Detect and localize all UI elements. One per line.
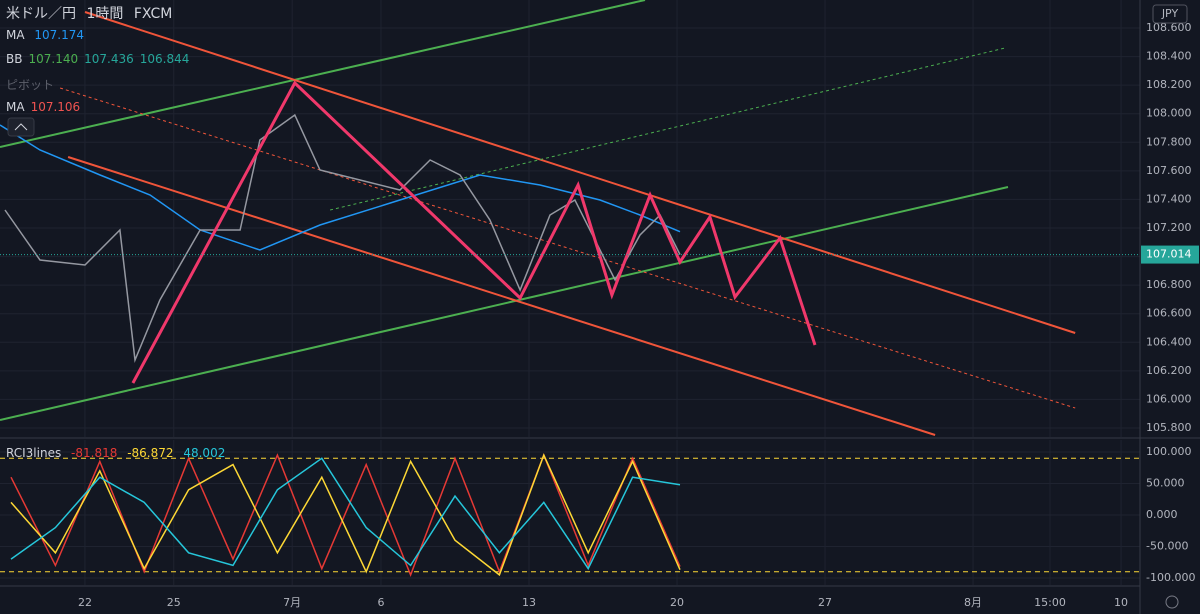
y-tick-label: 107.800 — [1146, 135, 1192, 148]
last-price-label: 107.014 — [1146, 248, 1192, 261]
rci-panel — [0, 440, 1140, 585]
indicator-legend: BB 107.140 107.436 106.844 — [6, 52, 195, 76]
series-line — [10, 457, 681, 571]
legend-value: 107.106 — [30, 100, 81, 114]
collapse-icon — [14, 123, 28, 131]
trend-line — [67, 156, 936, 436]
y-tick-label: 106.000 — [1146, 392, 1192, 405]
y-tick-label: 108.200 — [1146, 78, 1192, 91]
main-panel — [0, 0, 1140, 437]
y-tick-label: 107.400 — [1146, 192, 1192, 205]
y-tick-label: 108.000 — [1146, 107, 1192, 120]
x-tick-label: 6 — [377, 596, 384, 609]
y-tick-label: 107.600 — [1146, 164, 1192, 177]
settings-icon[interactable] — [1165, 595, 1179, 609]
trend-line — [329, 47, 1006, 211]
indicator-legend: MA 107.106 — [6, 100, 195, 124]
rci-legend: RCI3lines -81.818 -86.872 48.002 — [6, 446, 231, 460]
currency-box[interactable] — [1152, 4, 1188, 24]
y-tick-label: 106.600 — [1146, 307, 1192, 320]
interval: 1時間 — [86, 6, 124, 22]
trend-line — [0, 186, 1009, 421]
y-tick-label: 106.200 — [1146, 364, 1192, 377]
x-tick-label: 15:00 — [1034, 596, 1066, 609]
series-line — [10, 453, 681, 577]
series-line — [4, 113, 681, 363]
symbol-header: 米ドル／円 1時間 FXCM — [6, 3, 178, 23]
indicator-legend: ピボット — [6, 76, 195, 100]
legend-value: 107.140 — [28, 52, 79, 66]
axes: 105.800 106.000 106.200 106.400 106.600 106.8… — [78, 21, 1199, 609]
y-tick-label: 107.200 — [1146, 221, 1192, 234]
x-tick-label: 7月 — [283, 596, 301, 609]
legend-name: BB — [6, 52, 23, 66]
trend-line — [84, 11, 1076, 334]
y-tick-label: -50.000 — [1146, 539, 1188, 552]
x-tick-label: 25 — [167, 596, 181, 609]
y-tick-label: 100.000 — [1146, 445, 1192, 458]
legend-value: 107.174 — [34, 28, 85, 42]
legend-name: MA — [6, 28, 25, 42]
symbol: 米ドル／円 — [6, 6, 76, 22]
last-price-box — [1141, 245, 1199, 264]
trend-line — [0, 0, 646, 148]
legend-name: RCI3lines — [6, 446, 62, 460]
legend-value: 106.844 — [139, 52, 190, 66]
y-tick-label: -100.000 — [1146, 571, 1195, 584]
ma-legend: MA 107.174 — [6, 28, 90, 42]
collapse-button[interactable] — [7, 117, 35, 137]
legend-value: -81.818 — [71, 446, 118, 460]
trend-line — [59, 87, 1076, 409]
x-tick-label: 8月 — [964, 596, 982, 609]
legend-name: ピボット — [6, 78, 55, 92]
source: FXCM — [133, 6, 173, 22]
x-tick-label: 27 — [818, 596, 832, 609]
x-tick-label: 10 — [1114, 596, 1128, 609]
y-tick-label: 106.800 — [1146, 278, 1192, 291]
x-tick-label: 22 — [78, 596, 92, 609]
x-tick-label: 13 — [522, 596, 536, 609]
series-line — [10, 453, 681, 577]
x-tick-label: 20 — [670, 596, 684, 609]
legend-value: 107.436 — [84, 52, 134, 66]
legend-value: 48.002 — [183, 446, 226, 460]
y-tick-label: 106.400 — [1146, 335, 1192, 348]
y-tick-label: 50.000 — [1146, 476, 1185, 489]
indicator-legends: BB 107.140 107.436 106.844 ピボット MA 107.106 — [6, 52, 195, 124]
currency: JPY — [1161, 7, 1179, 20]
y-tick-label: 108.600 — [1146, 21, 1192, 34]
series-line — [0, 124, 681, 251]
y-tick-label: 0.000 — [1146, 508, 1178, 521]
legend-name: MA — [6, 100, 25, 114]
y-tick-label: 105.800 — [1146, 421, 1192, 434]
legend-value: -86.872 — [127, 446, 174, 460]
zigzag-drawing — [131, 80, 817, 384]
y-tick-label: 108.400 — [1146, 50, 1192, 63]
